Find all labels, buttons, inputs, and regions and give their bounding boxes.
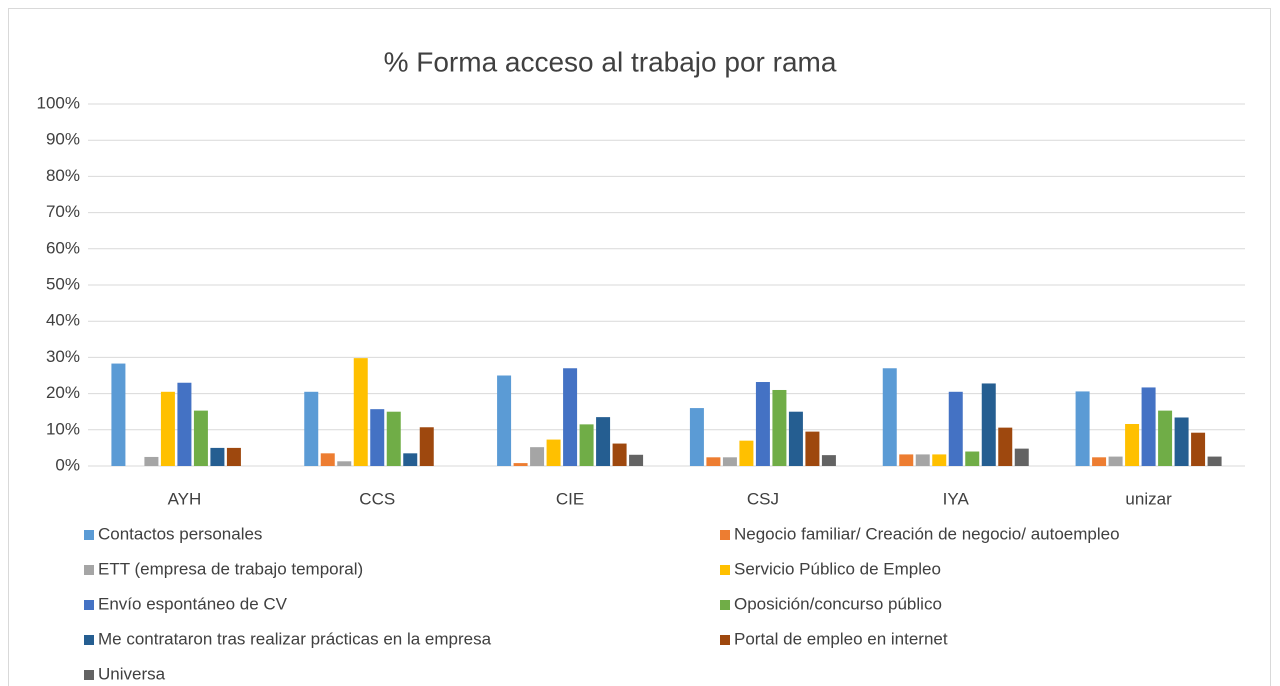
y-tick-label: 60% — [46, 238, 80, 257]
bar — [788, 411, 803, 466]
y-tick-label: 0% — [55, 455, 80, 474]
bar — [337, 461, 352, 466]
bar — [805, 431, 820, 466]
bar — [1125, 424, 1140, 466]
legend-label: ETT (empresa de trabajo temporal) — [98, 559, 363, 578]
bar — [320, 453, 335, 466]
bar — [689, 408, 704, 466]
legend-swatch — [720, 635, 730, 645]
bar — [998, 427, 1013, 466]
bar — [370, 409, 385, 466]
bar — [386, 411, 401, 466]
legend-swatch — [84, 565, 94, 575]
bar — [226, 447, 241, 466]
x-tick-label: CCS — [359, 489, 395, 508]
x-tick-label: CIE — [556, 489, 584, 508]
bar — [899, 454, 914, 466]
bar — [304, 391, 319, 466]
legend-swatch — [720, 565, 730, 575]
x-tick-label: CSJ — [747, 489, 779, 508]
bar — [210, 447, 225, 466]
bar — [948, 391, 963, 466]
bar — [706, 457, 721, 466]
bar — [1207, 456, 1222, 466]
bar — [915, 454, 930, 466]
bar — [193, 410, 208, 466]
bar — [403, 453, 418, 466]
legend-swatch — [84, 530, 94, 540]
bar — [772, 389, 787, 466]
legend-swatch — [720, 600, 730, 610]
bar — [882, 368, 897, 466]
legend-swatch — [84, 635, 94, 645]
bar — [144, 456, 159, 466]
bar — [497, 375, 512, 466]
legend-label: Servicio Público de Empleo — [734, 559, 941, 578]
x-tick-label: AYH — [168, 489, 202, 508]
bar — [612, 443, 627, 466]
bar — [1174, 417, 1189, 466]
y-tick-label: 70% — [46, 202, 80, 221]
bar — [1075, 391, 1090, 466]
legend-swatch — [84, 670, 94, 680]
bar — [1092, 457, 1107, 466]
bar — [353, 358, 368, 466]
bar — [419, 427, 434, 466]
legend-label: Oposición/concurso público — [734, 594, 942, 613]
legend-swatch — [84, 600, 94, 610]
bar — [981, 383, 996, 466]
bar — [111, 363, 126, 466]
bar — [821, 455, 836, 466]
y-tick-label: 80% — [46, 166, 80, 185]
y-tick-label: 50% — [46, 274, 80, 293]
legend-label: Envío espontáneo de CV — [98, 594, 288, 613]
legend-label: Portal de empleo en internet — [734, 629, 948, 648]
bar — [513, 463, 528, 466]
chart-frame — [8, 8, 1271, 686]
bar — [563, 368, 578, 466]
bar — [1108, 456, 1123, 466]
legend-swatch — [720, 530, 730, 540]
y-tick-label: 90% — [46, 130, 80, 149]
y-tick-label: 30% — [46, 347, 80, 366]
bar — [1191, 432, 1206, 466]
bar — [1014, 448, 1029, 466]
y-tick-label: 40% — [46, 311, 80, 330]
bar — [177, 382, 192, 466]
legend-label: Negocio familiar/ Creación de negocio/ a… — [734, 524, 1120, 543]
bar — [530, 447, 545, 466]
y-tick-label: 20% — [46, 383, 80, 402]
bar — [1158, 410, 1173, 466]
y-tick-label: 100% — [37, 93, 80, 112]
bar — [160, 391, 175, 466]
legend-label: Contactos personales — [98, 524, 262, 543]
bar — [1141, 387, 1156, 466]
chart-title: % Forma acceso al trabajo por rama — [384, 46, 837, 77]
bar — [596, 417, 611, 466]
bar — [546, 439, 561, 466]
bar — [722, 457, 737, 466]
bar — [755, 382, 770, 466]
bar — [629, 454, 644, 466]
x-tick-label: IYA — [943, 489, 970, 508]
y-tick-label: 10% — [46, 419, 80, 438]
bar — [579, 424, 594, 466]
bar — [932, 454, 947, 466]
x-tick-label: unizar — [1125, 489, 1172, 508]
bar — [739, 440, 754, 466]
bar — [965, 451, 980, 466]
legend-label: Universa — [98, 664, 166, 683]
legend-label: Me contrataron tras realizar prácticas e… — [98, 629, 492, 648]
